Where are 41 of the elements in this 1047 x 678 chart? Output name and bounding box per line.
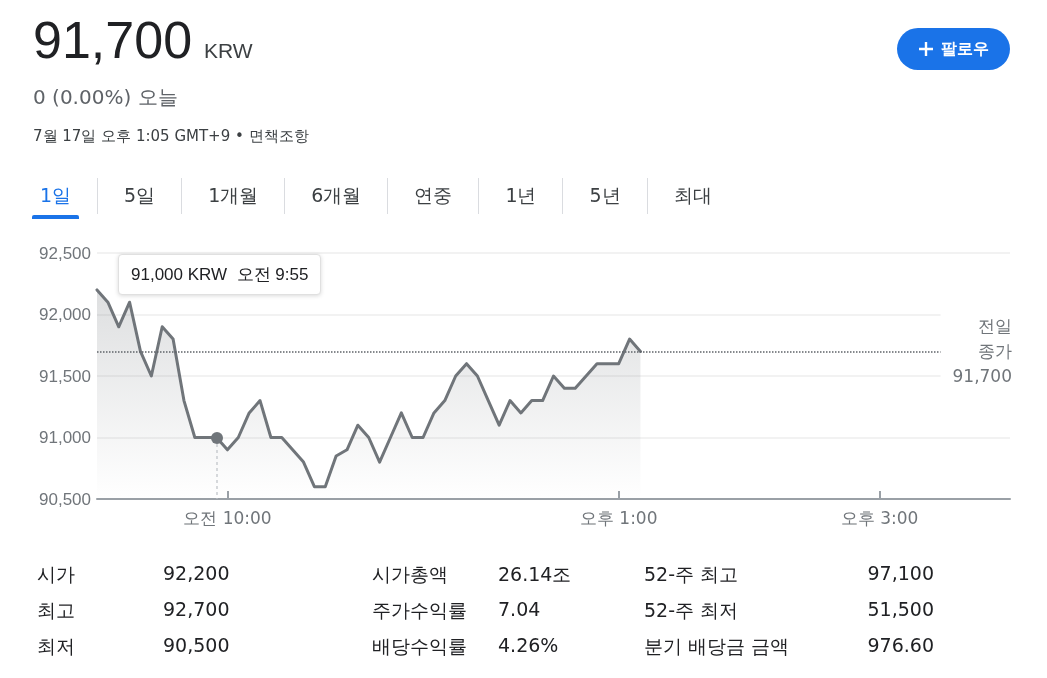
text: 주가수익률 [372, 598, 468, 623]
text: 1일 [14, 178, 98, 214]
text: 92,200 [163, 562, 231, 586]
text: 팔로우 [940, 38, 989, 60]
y-tick-label: 91,500 [39, 366, 91, 386]
text: 분기 배당금 금액 [644, 634, 790, 659]
text: 연중 [387, 178, 479, 214]
chart-subtitle: 0 (0.00%) 오늘 [33, 84, 178, 111]
y-tick-label: 92,500 [39, 243, 91, 263]
text: 최저 [37, 634, 76, 659]
text: 6개월 [284, 178, 388, 214]
y-tick-label: 92,000 [39, 305, 91, 324]
x-tick-label: 오전 10:00 [183, 507, 272, 528]
text: 시가 [37, 562, 76, 587]
text: 52-주 최저 [644, 598, 739, 623]
x-tick-label: 오후 1:00 [579, 507, 658, 528]
text: 시가총액 [372, 562, 449, 587]
text: 976.60 [867, 634, 934, 658]
text: 1년 [478, 178, 563, 214]
text: 최대 [646, 178, 738, 214]
text: 90,500 [163, 634, 231, 658]
text: 51,500 [867, 598, 934, 622]
text: 1개월 [181, 178, 285, 214]
x-tick-label: 오후 3:00 [840, 507, 919, 528]
text: 5일 [97, 178, 182, 214]
text: 97,100 [867, 562, 934, 586]
y-tick-label: 90,500 [39, 489, 91, 509]
annotation: 91,000 KRW 오전 9:55 [118, 254, 322, 295]
text: 최고 [37, 598, 76, 623]
text: 26.14조 [498, 562, 573, 587]
text: 92,700 [163, 598, 231, 622]
text: 7월 17일 오후 1:05 GMT+9 • 면책조항 [33, 127, 309, 146]
y-tick-label: 91,000 [39, 428, 91, 447]
ref-line-label: 전일 종가 91,700 [952, 316, 1012, 387]
text: 52-주 최고 [644, 562, 739, 587]
text: KRW [204, 39, 253, 62]
text: 배당수익률 [372, 634, 468, 659]
text: 5년 [562, 178, 647, 214]
chart-title: 91,700 [33, 11, 193, 69]
text: 7.04 [498, 598, 542, 622]
text: 4.26% [498, 634, 560, 658]
